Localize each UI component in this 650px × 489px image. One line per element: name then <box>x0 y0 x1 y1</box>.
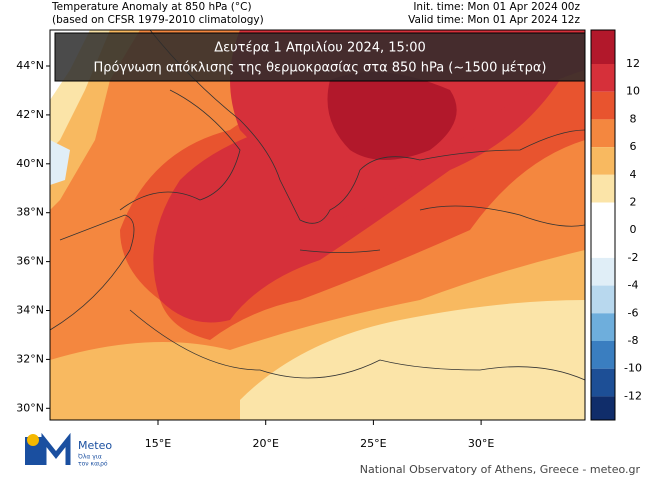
lat-label: 30°N <box>16 401 44 414</box>
colorbar: 12 10 8 6 4 2 0 -2 -4 -6 -8 -10 -12 <box>590 29 642 421</box>
colorbar-label: -8 <box>628 334 639 347</box>
colorbar-segment <box>591 119 615 148</box>
colorbar-label: -2 <box>628 251 639 264</box>
field-peak <box>327 72 457 160</box>
logo-m <box>41 432 71 465</box>
colorbar-segment <box>591 230 615 258</box>
lat-label: 38°N <box>16 206 44 219</box>
lat-label: 32°N <box>16 352 44 365</box>
logo-sun <box>27 434 39 446</box>
banner-line: Πρόγνωση απόκλισης της θερμοκρασίας στα … <box>93 61 546 76</box>
init-time: Init. time: Mon 01 Apr 2024 00z <box>413 1 580 13</box>
field-west-blue <box>50 140 70 185</box>
footer: National Observatory of Athens, Greece -… <box>360 463 641 476</box>
valid-time: Valid time: Mon 01 Apr 2024 12z <box>408 14 580 26</box>
colorbar-label: 4 <box>630 168 637 181</box>
lat-label: 40°N <box>16 157 44 170</box>
colorbar-segment <box>591 91 615 120</box>
colorbar-label: -4 <box>628 279 639 292</box>
colorbar-frame <box>590 29 616 421</box>
colorbar-segment <box>591 174 615 203</box>
colorbar-label: 10 <box>626 85 640 98</box>
colorbar-label: 2 <box>630 196 637 209</box>
colorbar-label: 0 <box>630 223 637 236</box>
colorbar-segment <box>591 257 615 286</box>
field-south-light <box>240 300 585 420</box>
colorbar-segment <box>591 147 615 175</box>
colorbar-label: 12 <box>626 57 640 70</box>
lat-label: 34°N <box>16 304 44 317</box>
lat-label: 42°N <box>16 108 44 121</box>
lon-label: 30°E <box>468 437 494 450</box>
coastlines <box>50 30 585 381</box>
colorbar-label: 8 <box>630 112 637 125</box>
colorbar-segment <box>591 64 615 92</box>
logo-tagline: τον καιρό <box>78 461 108 468</box>
lat-label: 44°N <box>16 59 44 72</box>
colorbar-segment <box>591 313 615 341</box>
lat-label: 36°N <box>16 255 44 268</box>
banner-box <box>54 32 586 82</box>
colorbar-segment <box>591 285 615 314</box>
logo-tagline: Όλα για <box>77 454 102 461</box>
colorbar-label: -12 <box>624 389 642 402</box>
map-frame <box>49 29 586 421</box>
lon-label: 20°E <box>252 437 278 450</box>
colorbar-segment <box>591 396 615 420</box>
colorbar-segment <box>591 341 615 369</box>
axis-labels: 44°N 42°N 40°N 38°N 36°N 34°N 32°N 30°N 15°E 20°E… <box>16 59 494 450</box>
colorbar-segment <box>591 202 615 231</box>
lon-label: 15°E <box>145 437 171 450</box>
map <box>50 30 585 420</box>
colorbar-label: 6 <box>630 140 637 153</box>
logo-name: Meteo <box>78 439 112 452</box>
header-subtitle: (based on CFSR 1979-2010 climatology) <box>52 14 264 26</box>
colorbar-segment <box>591 368 615 397</box>
colorbar-label: -10 <box>624 362 642 375</box>
banner-line: Δευτέρα 1 Απριλίου 2024, 15:00 <box>214 41 426 56</box>
colorbar-label: -6 <box>628 306 639 319</box>
lon-label: 25°E <box>360 437 386 450</box>
colorbar-segment <box>591 30 615 64</box>
header-title: Temperature Anomaly at 850 hPa (°C) <box>51 1 252 13</box>
